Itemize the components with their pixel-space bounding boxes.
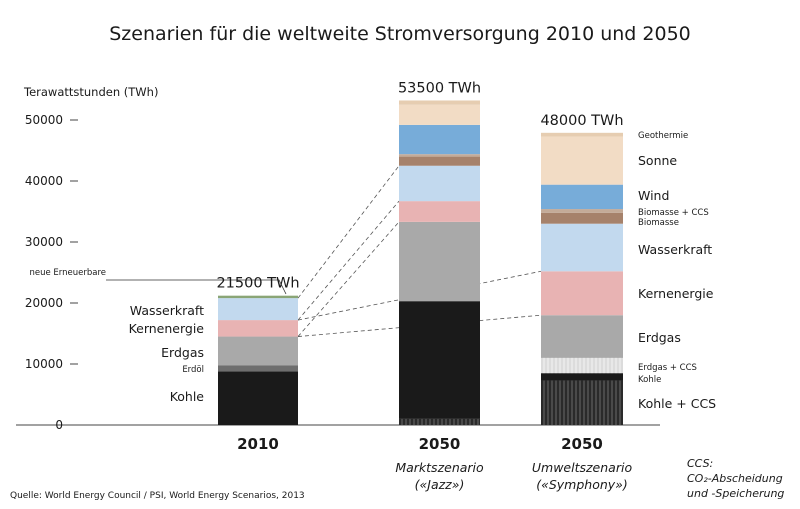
category-sublabel: Marktszenario (395, 460, 484, 475)
bar-segment-erdgas: Erdgas: 4700 (218, 336, 298, 366)
segment-label-symphony: Biomasse + CCS (638, 208, 709, 218)
leader-line (106, 279, 287, 295)
bar-segment-erdgas: Erdgas: 7000 (541, 315, 623, 358)
segment-label-symphony: Erdgas (638, 330, 681, 345)
bar-segment-kohle_ccs: Kohle + CCS: 1000 (399, 418, 480, 425)
bars: Kohle: 8800Erdöl: 1000Erdgas: 4700Kernen… (218, 100, 623, 425)
bar-segment-wasserkraft: Wasserkraft: 5800 (399, 165, 480, 202)
category-sublabel: («Symphony») (536, 477, 628, 492)
segment-label-2010: Erdöl (182, 365, 204, 375)
total-label: 21500 TWh (216, 276, 299, 292)
segment-label-2010: Kernenergie (129, 321, 205, 336)
category-label: 2050 (419, 435, 461, 453)
bar-segment-wind: Wind: 4800 (399, 124, 480, 155)
bar-segment-kohle: Kohle: 1200 (541, 373, 623, 381)
bar-segment-sonne: Sonne: 7900 (541, 136, 623, 185)
segment-label-symphony: Geothermie (638, 131, 688, 141)
total-labels: 21500 TWh 53500 TWh 48000 TWh (216, 80, 623, 291)
category-sublabel: Umweltszenario (532, 460, 633, 475)
bar-segment-kohle_ccs: Kohle + CCS: 7300 (541, 380, 623, 425)
source-text: Quelle: World Energy Council / PSI, Worl… (10, 491, 305, 501)
segment-label-symphony: Wasserkraft (638, 242, 712, 257)
bar-segment-sonne: Sonne: 3300 (399, 104, 480, 125)
bar-segment-neue_erneuerbare: neue Erneuerbare: 400 (218, 295, 298, 299)
category-sublabel: («Jazz») (415, 477, 465, 492)
bar-segment-kohle: Kohle: 19300 (399, 301, 480, 419)
connector-line-jazz (297, 200, 400, 321)
ccs-note-line-1: CCS: (687, 457, 713, 470)
ccs-note-line-3: und -Speicherung (687, 487, 784, 500)
category-label: 2050 (561, 435, 603, 453)
bar-segment-biomasse_ccs: Biomasse + CCS: 600 (541, 209, 623, 213)
segment-label-2010: Kohle (170, 389, 205, 404)
chart-title: Szenarien für die weltweite Stromversorg… (109, 23, 691, 45)
bar-segment-wasserkraft: Wasserkraft: 3600 (218, 298, 298, 321)
bar-segment-wind: Wind: 4000 (541, 184, 623, 210)
segment-label-symphony: Erdgas + CCS (638, 363, 697, 373)
ccs-note-line-2: CO₂-Abscheidung (687, 472, 783, 485)
bar-segment-biomasse: Biomasse: 1500 (399, 156, 480, 166)
bar-segment-geothermie: Geothermie: 700 (399, 100, 480, 105)
bar-segment-erdoel: Erdöl: 1000 (218, 365, 298, 372)
y-tick-label: 50000 (25, 113, 63, 127)
connector-line-jazz (297, 221, 400, 337)
bar-segment-kernenergie: Kernenergie: 3400 (399, 201, 480, 222)
segment-labels: neue Erneuerbare Wasserkraft Kernenergie Er… (29, 131, 716, 411)
bar-segment-kernenergie: Kernenergie: 2700 (218, 320, 298, 337)
category-labels: 2010 2050 Marktszenario («Jazz») 2050 Umwelts… (237, 435, 632, 492)
y-tick-label: 0 (55, 418, 63, 432)
bar-segment-kohle: Kohle: 8800 (218, 371, 298, 425)
segment-label-2010: neue Erneuerbare (29, 268, 106, 278)
segment-label-symphony: Biomasse (638, 218, 679, 228)
y-tick-label: 40000 (25, 174, 63, 188)
segment-label-symphony: Kernenergie (638, 286, 714, 301)
bar-segment-geothermie: Geothermie: 600 (541, 132, 623, 137)
y-tick-label: 20000 (25, 296, 63, 310)
bar-segment-erdgas: Erdgas: 13000 (399, 221, 480, 302)
ccs-note: CCS: CO₂-Abscheidung und -Speicherung (687, 457, 784, 500)
segment-label-symphony: Kohle + CCS (638, 396, 716, 411)
connector-line-symphony (297, 270, 542, 321)
bar-segment-biomasse_ccs: Biomasse + CCS: 400 (399, 154, 480, 157)
connector-line-jazz (297, 165, 400, 299)
segment-label-symphony: Sonne (638, 153, 677, 168)
segment-label-2010: Wasserkraft (130, 303, 204, 318)
y-tick-label: 10000 (25, 357, 63, 371)
y-tick-label: 30000 (25, 235, 63, 249)
segment-label-symphony: Wind (638, 188, 669, 203)
category-label: 2010 (237, 435, 279, 453)
bar-segment-kernenergie: Kernenergie: 7200 (541, 271, 623, 316)
segment-label-2010: Erdgas (161, 345, 204, 360)
bar-segment-biomasse: Biomasse: 1800 (541, 212, 623, 224)
total-label: 53500 TWh (398, 80, 481, 96)
y-axis-label: Terawattstunden (TWh) (23, 85, 158, 99)
total-label: 48000 TWh (540, 113, 623, 129)
segment-label-symphony: Kohle (638, 375, 661, 385)
bar-segment-erdgas_ccs: Erdgas + CCS: 2500 (541, 357, 623, 374)
bar-segment-wasserkraft: Wasserkraft: 7800 (541, 223, 623, 272)
